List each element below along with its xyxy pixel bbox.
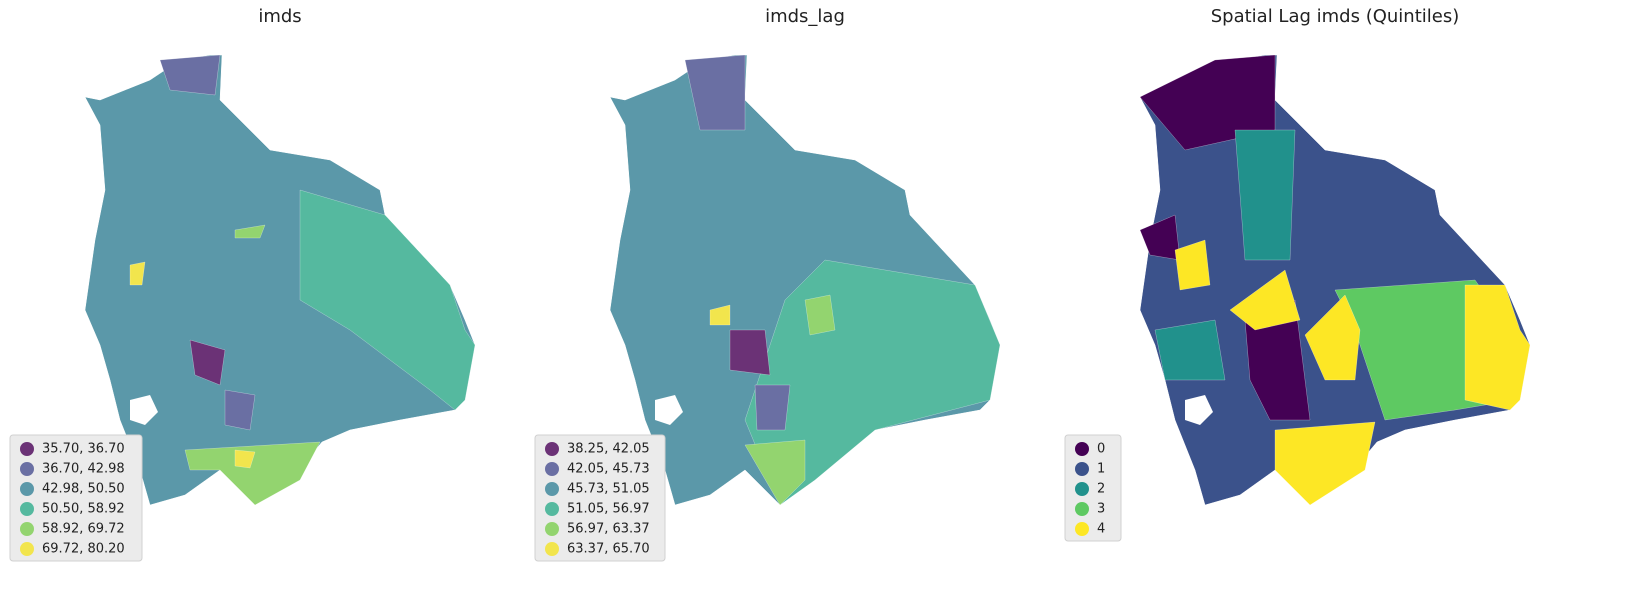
map-title: imds (258, 6, 301, 27)
legend-label: 42.05, 45.73 (567, 462, 650, 477)
legend-marker (545, 482, 559, 496)
legend-label: 4 (1097, 522, 1105, 537)
legend-marker (1075, 502, 1089, 516)
legend-marker (1075, 482, 1089, 496)
legend-marker (545, 442, 559, 456)
legend-label: 51.05, 56.97 (567, 502, 650, 517)
legend-label: 50.50, 58.92 (42, 502, 125, 517)
legend-label: 58.92, 69.72 (42, 522, 125, 537)
region (744, 439, 806, 506)
legend-marker (1075, 442, 1089, 456)
map-panel: imds_lag 38.25, 42.05 42.05, 45.73 45.73, 5… (534, 6, 1001, 562)
map-title: imds_lag (765, 6, 845, 27)
region (684, 54, 746, 131)
region (129, 261, 146, 286)
region (804, 294, 836, 336)
region (189, 339, 226, 386)
region (1139, 54, 1276, 151)
lake (1185, 395, 1213, 425)
legend-box (1064, 434, 1122, 542)
legend-label: 2 (1097, 482, 1105, 497)
legend-marker (20, 482, 34, 496)
region (1229, 269, 1301, 331)
region (1174, 239, 1211, 291)
region (159, 54, 221, 96)
legend-label: 36.70, 42.98 (42, 462, 125, 477)
region (224, 389, 256, 431)
legend-label: 0 (1097, 442, 1105, 457)
legend-label: 56.97, 63.37 (567, 522, 650, 537)
map-panel: imds 35.70, 36.70 36.70, 42.98 42.98, 50.50… (9, 6, 476, 562)
region (234, 224, 266, 239)
legend-marker (545, 502, 559, 516)
legend-marker (20, 502, 34, 516)
legend-box (9, 434, 143, 562)
region (754, 384, 791, 431)
region (1154, 319, 1226, 381)
legend-marker (545, 522, 559, 536)
map-title: Spatial Lag imds (Quintiles) (1211, 6, 1460, 27)
legend-marker (545, 542, 559, 556)
region (234, 449, 256, 469)
legend-label: 1 (1097, 462, 1105, 477)
legend-label: 45.73, 51.05 (567, 482, 650, 497)
region (299, 189, 476, 411)
region (729, 329, 771, 376)
lake (655, 395, 683, 425)
legend-label: 63.37, 65.70 (567, 542, 650, 557)
legend-label: 42.98, 50.50 (42, 482, 125, 497)
legend-marker (545, 462, 559, 476)
legend-label: 35.70, 36.70 (42, 442, 125, 457)
region (1464, 284, 1531, 411)
legend-marker (1075, 522, 1089, 536)
region (1234, 129, 1296, 261)
legend-marker (20, 462, 34, 476)
region (709, 304, 731, 326)
region (184, 441, 321, 506)
legend-label: 69.72, 80.20 (42, 542, 125, 557)
region (1139, 214, 1181, 261)
legend-marker (1075, 462, 1089, 476)
region (1304, 294, 1361, 381)
region (1274, 421, 1376, 506)
legend-box (534, 434, 666, 562)
legend-marker (20, 522, 34, 536)
legend-marker (20, 542, 34, 556)
legend-marker (20, 442, 34, 456)
lake (130, 395, 158, 425)
map-panel: Spatial Lag imds (Quintiles) 0 1 2 3 4 (1064, 6, 1531, 542)
legend-label: 3 (1097, 502, 1105, 517)
legend-label: 38.25, 42.05 (567, 442, 650, 457)
